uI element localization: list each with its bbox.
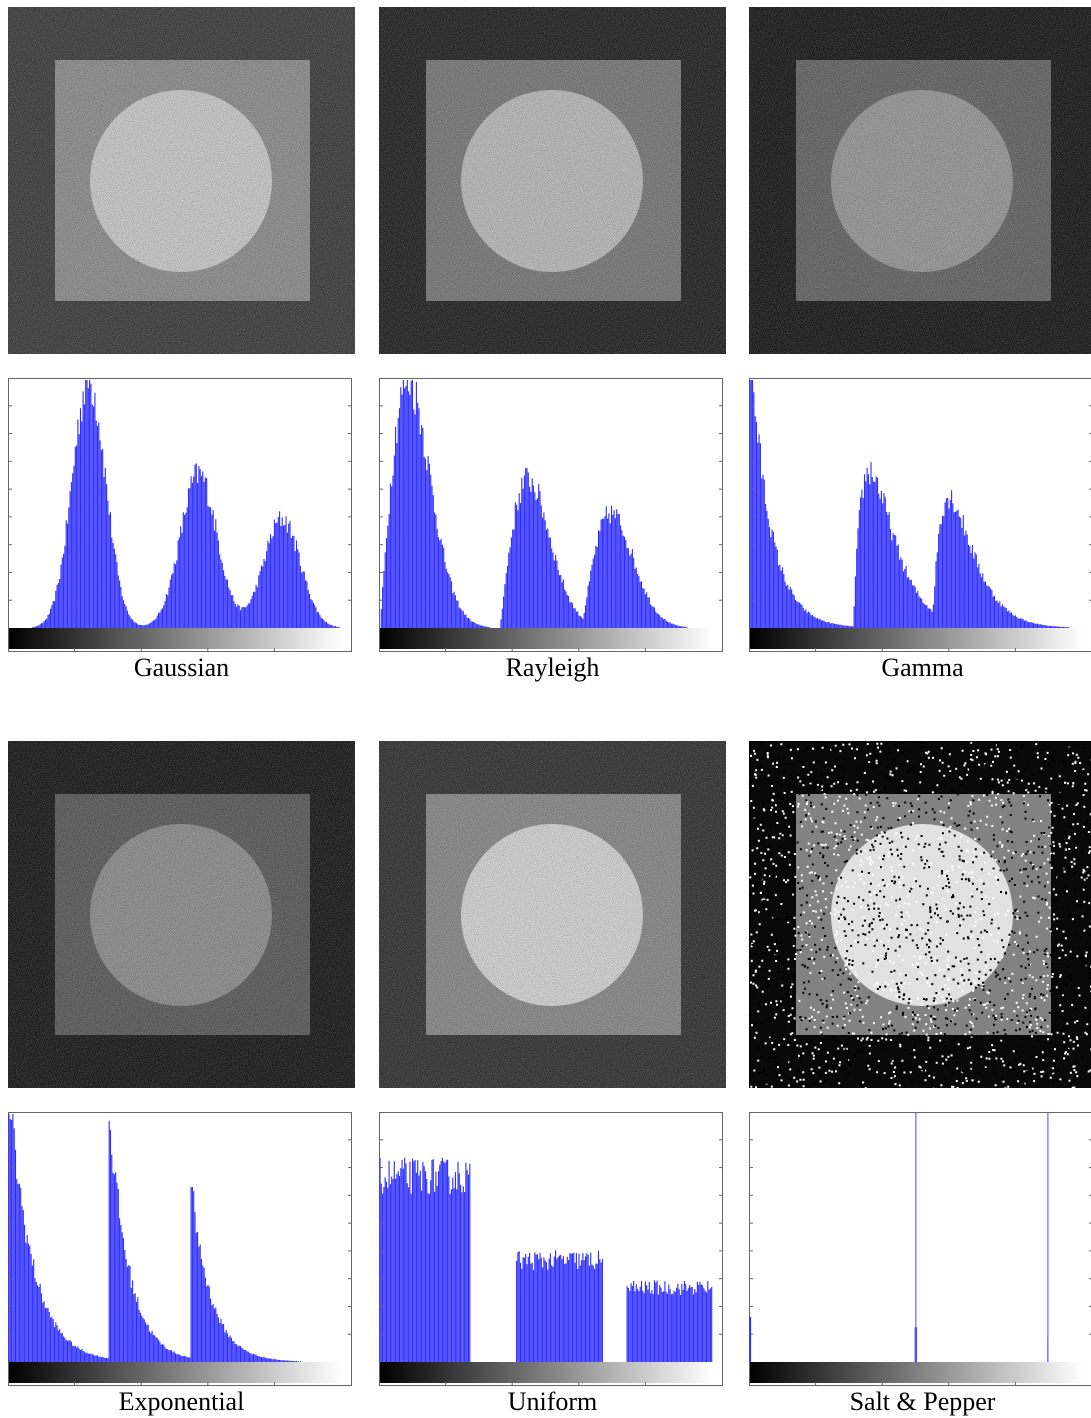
noisy-image: [8, 7, 355, 354]
histogram: [379, 1112, 723, 1386]
panel: Gamma: [749, 7, 1091, 701]
caption: Rayleigh: [505, 653, 600, 682]
gray-scale-bar: [380, 628, 713, 649]
gray-scale-bar: [750, 628, 1083, 649]
caption: Exponential: [118, 1387, 245, 1416]
noisy-image: [379, 741, 726, 1088]
gray-scale-bar: [9, 1362, 342, 1383]
histogram-bars: [8, 1114, 301, 1362]
histogram: [8, 378, 352, 652]
noise: [379, 741, 726, 1088]
caption: Salt & Pepper: [849, 1387, 996, 1416]
histogram-bars: [31, 380, 340, 628]
noise: [8, 7, 355, 354]
noise: [379, 7, 726, 354]
histogram-bars: [749, 380, 1070, 628]
noise: [8, 741, 355, 1088]
caption: Gaussian: [133, 653, 230, 682]
histogram: [8, 1112, 352, 1386]
noisy-image: [749, 7, 1091, 354]
gray-scale-bar: [750, 1362, 1083, 1383]
panel: Rayleigh: [379, 7, 726, 701]
disk: [831, 824, 1013, 1006]
panel: Uniform: [379, 741, 726, 1418]
histogram: [749, 378, 1091, 652]
histogram-bars: [379, 1157, 713, 1362]
histogram-bars: [380, 380, 688, 628]
salt: [749, 742, 1091, 1088]
noisy-image: [8, 741, 355, 1088]
caption: Gamma: [881, 653, 964, 682]
histogram: [379, 378, 723, 652]
noisy-image: [379, 7, 726, 354]
noisy-image: [749, 741, 1091, 1088]
caption: Uniform: [507, 1387, 598, 1416]
panel: Gaussian: [8, 7, 355, 701]
histogram: [749, 1112, 1091, 1386]
plot-area: [749, 1112, 1091, 1386]
panel: Exponential: [8, 741, 355, 1418]
noise: [749, 7, 1091, 354]
gray-scale-bar: [9, 628, 342, 649]
panel: Salt & Pepper: [749, 741, 1091, 1418]
gray-scale-bar: [380, 1362, 713, 1383]
